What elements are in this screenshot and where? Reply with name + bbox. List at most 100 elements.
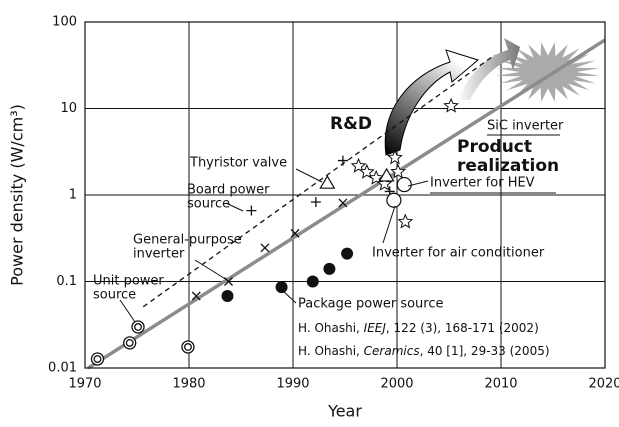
point [181,340,195,354]
annotation: source [93,288,136,303]
point [358,163,375,179]
point [390,163,406,179]
star-glyph [350,157,367,173]
plot-frame [84,21,606,369]
leader [225,202,244,212]
x-axis-label: Year [327,402,362,421]
annotation: Package power source [298,297,444,312]
dot-glyph [323,262,336,275]
x-tick-label: 2000 [380,377,413,392]
circle-glyph [386,192,402,208]
point [290,228,300,238]
star-glyph [376,175,393,191]
y-axis-label: Power density (W/cm³) [8,104,27,286]
annotation: realization [457,156,559,176]
cross-glyph [260,243,270,253]
point [443,97,459,113]
plus-glyph [246,205,257,216]
series-layer [87,38,606,370]
point [387,149,403,165]
reference: H. Ohashi, IEEJ, 122 (3), 168-171 (2002) [298,321,539,335]
product-arrow [458,38,520,100]
star-glyph [390,163,406,179]
annotation: Product [457,137,532,157]
ring [93,355,102,363]
annotation: SiC inverter [487,119,564,134]
dot-glyph [341,247,354,260]
ring [134,323,142,331]
ring [131,320,145,334]
ring [90,352,105,366]
y-tick-label: 0.01 [48,361,77,376]
point [191,291,201,301]
point [306,275,319,288]
point [386,192,402,208]
x-tick-label: 2020 [588,377,619,392]
point [350,157,367,173]
circle-glyph [396,176,412,193]
star-glyph [397,213,414,229]
ref-part: Ceramics [364,344,420,358]
point [131,320,145,334]
y-tick-label: 10 [60,101,77,116]
point [275,281,288,294]
starburst [496,42,600,102]
ring [123,336,137,350]
ring [181,340,195,354]
leader [382,205,396,244]
dot-glyph [306,275,319,288]
point [323,262,336,275]
x-tick-label: 1980 [172,377,205,392]
point [378,167,395,182]
rd-arrow [384,49,480,156]
point [338,198,348,208]
star-glyph [387,149,403,165]
dot-glyph [221,289,234,302]
leader [295,168,323,183]
y-tick-label: 1 [69,188,77,203]
ref-part: H. Ohashi, [298,344,364,358]
ref-part: IEEJ [364,321,387,335]
ring [184,343,192,351]
point [123,336,137,350]
annotation: Board power [187,183,270,198]
leaders [119,134,560,323]
point [376,175,393,191]
point [260,243,270,253]
star-glyph [358,163,375,179]
reference: H. Ohashi, Ceramics, 40 [1], 29-33 (2005… [298,344,550,358]
triangle-glyph [319,174,336,189]
annotation: inverter [133,247,185,262]
point [319,174,336,189]
cross-glyph [338,198,348,208]
leader [281,289,297,304]
plus-glyph [337,155,348,166]
point [310,197,321,207]
annotation: Inverter for HEV [430,176,535,191]
annotation: R&D [330,114,372,134]
leader [407,180,429,187]
ref-part: , 40 [1], 29-33 (2005) [420,344,550,358]
ring [125,338,134,347]
annotation: Thyristor valve [189,156,287,171]
annotation: Inverter for air conditioner [372,246,545,261]
plus-glyph [310,197,321,207]
x-tick-label: 1990 [276,377,309,392]
point [397,213,414,229]
star-glyph [443,97,459,113]
ref-part: , 122 (3), 168-171 (2002) [386,321,539,335]
x-tick-label: 1970 [68,377,101,392]
y-tick-label: 100 [52,15,77,30]
leader [194,259,228,281]
point [337,155,348,166]
annotation: General-purpose [133,233,242,248]
trend-line [87,38,606,370]
dot-glyph [275,281,288,294]
leader [119,299,136,323]
point [90,352,105,366]
cross-glyph [290,228,300,238]
triangle-glyph [378,167,395,182]
y-tick-label: 0.1 [56,274,77,289]
point [246,205,257,216]
